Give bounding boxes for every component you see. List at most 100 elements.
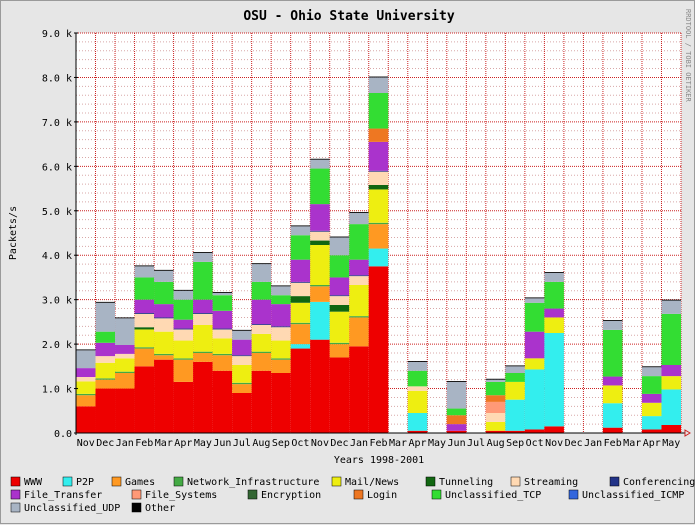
- bar-segment-unclassified-tcp: [134, 277, 155, 300]
- bar-segment-games: [349, 317, 369, 347]
- x-tick-label: Jul: [233, 438, 251, 449]
- bar-segment-file-transfer: [232, 339, 252, 356]
- bar-segment-www: [290, 348, 311, 433]
- bar-segment-other: [115, 317, 135, 319]
- bar-segment-www: [212, 370, 233, 433]
- x-tick-label: Mar: [155, 438, 173, 449]
- bar-segment-p2p: [368, 248, 389, 267]
- bar-segment-file-transfer: [641, 393, 662, 403]
- bar-segment-file-transfer: [212, 310, 233, 329]
- y-tick-label: 2.0 k: [42, 340, 72, 351]
- bar-segment-unclassified-udp: [329, 237, 350, 256]
- bar-segment-games: [76, 395, 96, 407]
- legend-swatch-encryption: [247, 489, 258, 500]
- bar-segment-tunneling: [134, 327, 155, 330]
- bar-segment-other: [349, 212, 369, 213]
- bar-segment-other: [134, 265, 155, 267]
- legend-label-streaming: Streaming: [524, 477, 578, 488]
- bar-segment-mail-news: [661, 376, 681, 390]
- bar-segment-p2p: [641, 416, 662, 430]
- bar-segment-network-infrastructure: [76, 393, 96, 396]
- bar-segment-network-infrastructure: [349, 316, 369, 318]
- bar-segment-unclassified-udp: [485, 379, 506, 382]
- bar-segment-login: [368, 128, 389, 142]
- x-tick-label: Dec: [330, 438, 348, 449]
- bar-segment-other: [251, 263, 272, 265]
- y-tick-label: 1.0 k: [42, 385, 72, 396]
- bar-segment-streaming: [407, 386, 428, 391]
- bar-segment-unclassified-tcp: [602, 329, 623, 377]
- legend-swatch-unclassified-udp: [10, 502, 21, 513]
- bar-segment-www: [115, 388, 135, 433]
- bar-segment-unclassified-udp: [95, 302, 116, 332]
- x-tick-label: Aug: [487, 438, 505, 449]
- legend-swatch-unclassified-tcp: [431, 489, 442, 500]
- legend-swatch-unclassified-icmp: [568, 489, 579, 500]
- bar-segment-www: [407, 430, 428, 433]
- x-tick-label: Nov: [545, 438, 563, 449]
- bar-segment-www: [505, 430, 525, 433]
- bar-segment-other: [661, 299, 681, 301]
- bar-segment-file-transfer: [271, 304, 291, 327]
- x-tick-label: Nov: [77, 438, 95, 449]
- bar-segment-unclassified-tcp: [329, 255, 350, 278]
- bar-segment-mail-news: [95, 362, 116, 379]
- x-tick-label: Mar: [623, 438, 641, 449]
- bar-segment-other: [173, 289, 194, 291]
- legend-label-other: Other: [145, 503, 175, 514]
- bar-segment-p2p: [602, 403, 623, 428]
- bar-segment-network-infrastructure: [154, 353, 174, 356]
- bar-segment-tunneling: [310, 240, 330, 245]
- bar-segment-conferencing: [271, 326, 291, 328]
- bar-segment-file-transfer: [134, 299, 155, 313]
- bar-segment-www: [329, 357, 350, 433]
- bar-segment-streaming: [310, 231, 330, 241]
- legend-label-games: Games: [125, 477, 155, 488]
- bar-segment-unclassified-udp: [310, 159, 330, 169]
- bar-segment-unclassified-udp: [115, 318, 135, 345]
- bar-segment-games: [329, 344, 350, 358]
- bar-segment-network-infrastructure: [271, 358, 291, 360]
- bar-segment-other: [368, 76, 389, 78]
- chart-credit: RRDTOOL / TOBI OETIKER: [684, 9, 692, 103]
- bar-segment-other: [290, 225, 311, 227]
- bar-segment-unclassified-udp: [193, 253, 213, 262]
- bar-segment-mail-news: [505, 381, 525, 400]
- bar-segment-file-transfer: [446, 424, 467, 431]
- x-tick-label: May: [662, 438, 680, 449]
- legend-label-conferencing: Conferencing: [623, 477, 695, 488]
- x-tick-label: Feb: [604, 438, 622, 449]
- x-tick-label: Feb: [135, 438, 153, 449]
- bar-segment-unclassified-tcp: [173, 299, 194, 320]
- bar-segment-unclassified-udp: [232, 330, 252, 340]
- bar-segment-unclassified-tcp: [193, 261, 213, 300]
- bar-segment-network-infrastructure: [173, 358, 194, 360]
- legend-label-mail-news: Mail/News: [345, 477, 399, 488]
- bar-segment-unclassified-udp: [154, 270, 174, 282]
- bar-segment-unclassified-udp: [76, 350, 96, 369]
- bar-segment-mail-news: [349, 285, 369, 317]
- legend-swatch-p2p: [62, 476, 73, 487]
- legend-swatch-login: [353, 489, 364, 500]
- bar-segment-www: [661, 425, 681, 433]
- bar-segment-other: [544, 272, 564, 273]
- bar-segment-www: [251, 370, 272, 433]
- bar-segment-network-infrastructure: [193, 351, 213, 353]
- bar-segment-games: [212, 355, 233, 371]
- bar-segment-games: [115, 373, 135, 389]
- bar-segment-streaming: [173, 329, 194, 341]
- legend: WWW P2P Games Network_Infrastructure Mail/Ne…: [10, 476, 695, 514]
- x-tick-label: Dec: [565, 438, 583, 449]
- legend-label-login: Login: [367, 490, 397, 501]
- bar-segment-unclassified-udp: [524, 298, 545, 303]
- bar-segment-network-infrastructure: [115, 371, 135, 373]
- bar-segment-other: [76, 349, 96, 351]
- bar-segment-games: [193, 353, 213, 362]
- bar-segment-file-transfer: [115, 345, 135, 354]
- bar-segment-tunneling: [329, 305, 350, 312]
- bar-segment-file-transfer: [602, 376, 623, 386]
- y-tick-label: 6.0 k: [42, 162, 72, 173]
- x-tick-label: Oct: [526, 438, 544, 449]
- bar-segment-unclassified-udp: [641, 367, 662, 377]
- bar-segment-www: [193, 361, 213, 433]
